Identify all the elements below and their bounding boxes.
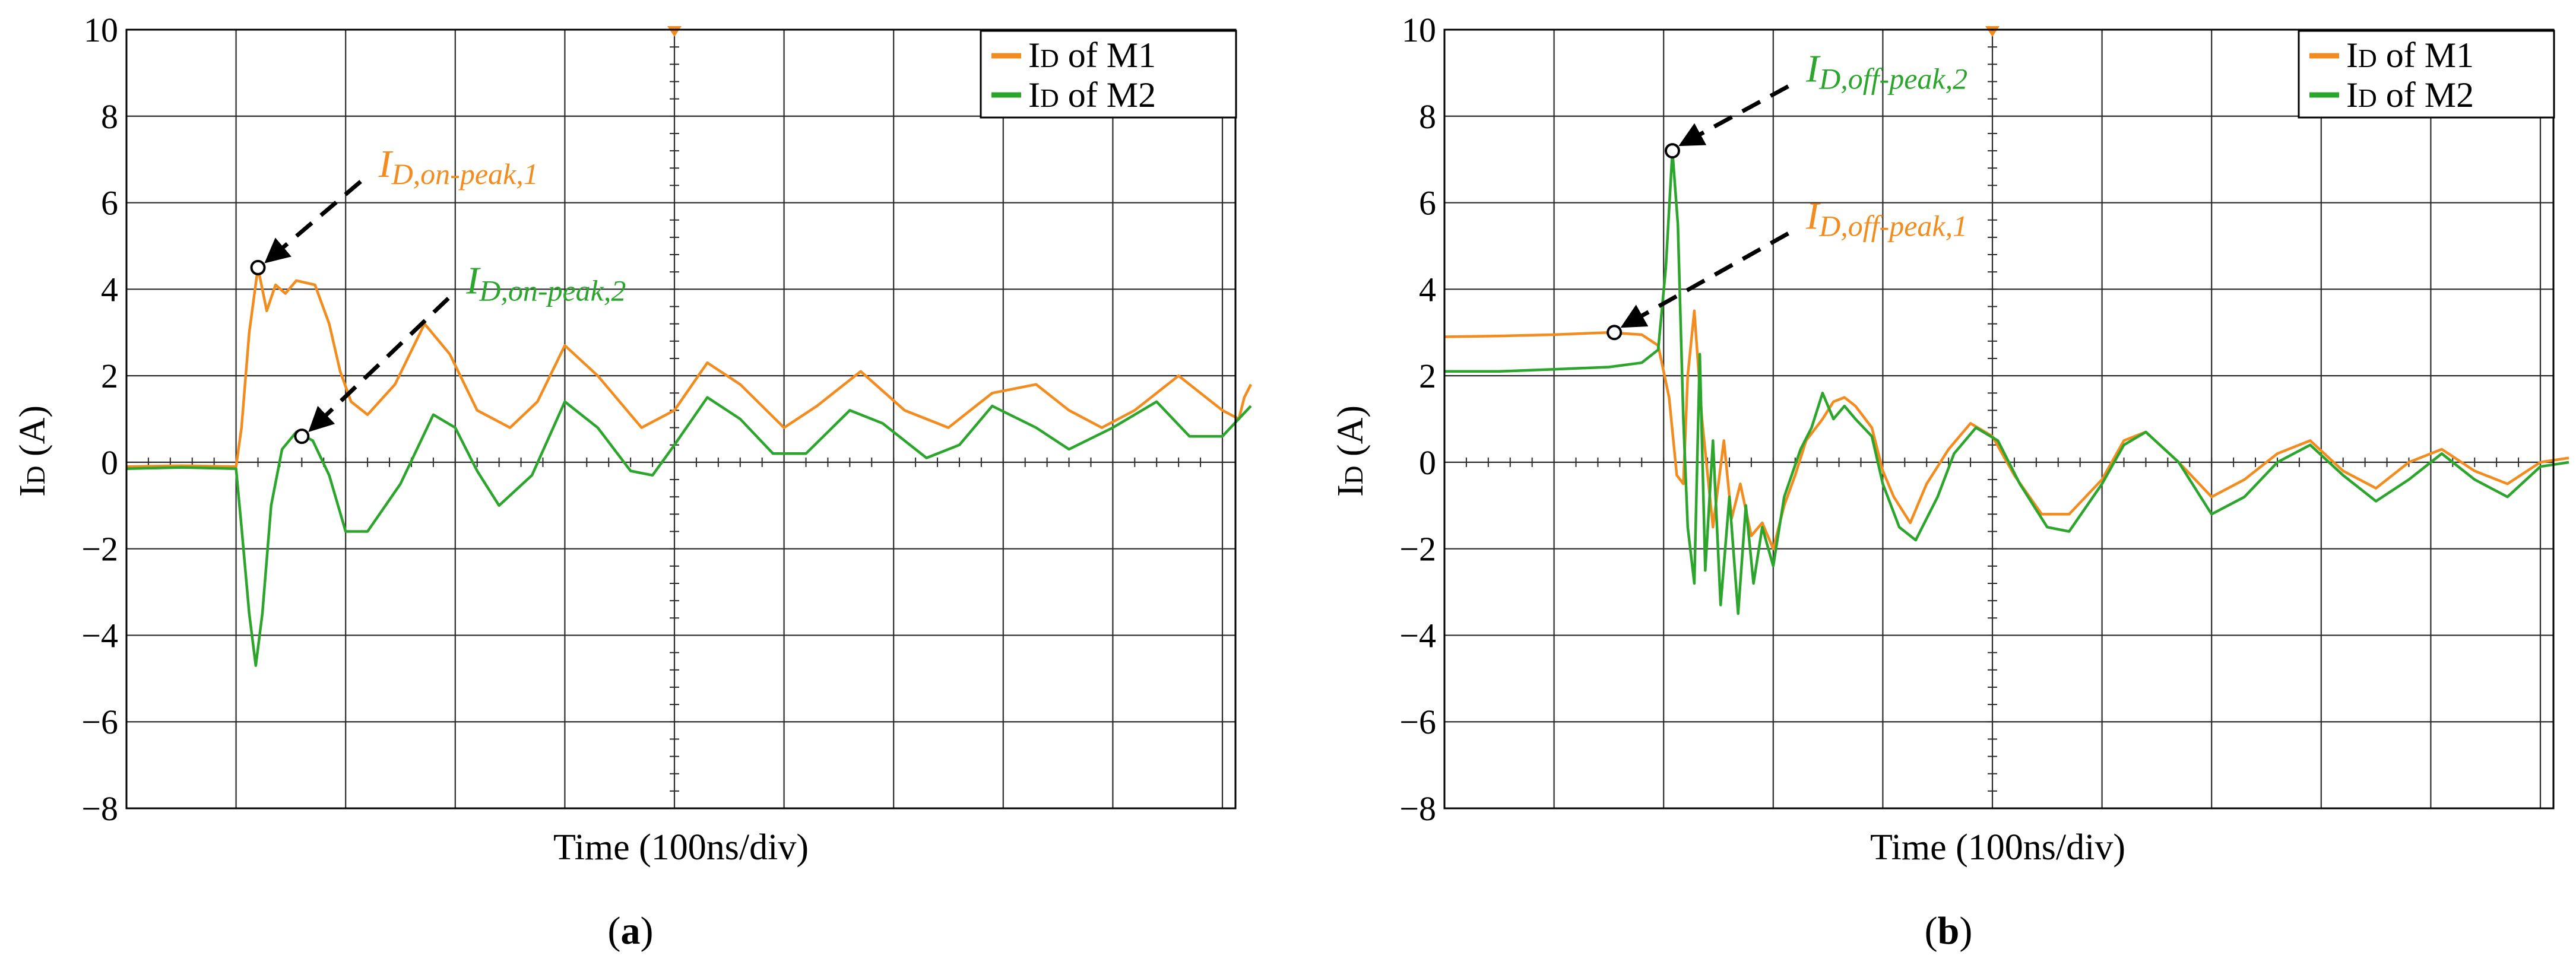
y-tick-labels-a: −8 −6 −4 −2 0 2 4 6 8 10 xyxy=(81,11,118,828)
y-tick-label: −6 xyxy=(81,703,118,741)
panel-caption-a: (a) xyxy=(608,909,654,953)
series-line-m2 xyxy=(126,396,1252,667)
caption-letter-b: b xyxy=(1938,909,1960,953)
annotation-arrow xyxy=(264,180,362,264)
y-tick-label: −6 xyxy=(1399,703,1436,741)
legend-box-a xyxy=(980,30,1237,119)
y-tick-label: 6 xyxy=(101,184,118,223)
legend-m2-main-a: I xyxy=(1028,75,1040,115)
y-tick-label: 4 xyxy=(101,270,118,309)
y-tick-label: 2 xyxy=(1419,357,1436,395)
annotation-label: ID,off-peak,2 xyxy=(1805,47,1967,95)
series-line-m1 xyxy=(126,266,1253,468)
trigger-marker xyxy=(1985,26,2000,37)
y-tick-label: 8 xyxy=(1419,97,1436,136)
caption-close-b: ) xyxy=(1959,909,1972,953)
caption-open-a: ( xyxy=(608,909,621,953)
series-layer-b xyxy=(1444,149,2569,615)
y-axis-label-rest-b: (A) xyxy=(1330,405,1371,466)
annotation-main: I xyxy=(465,259,481,303)
peak-marker xyxy=(294,428,310,445)
grid-a xyxy=(126,26,1235,809)
annotation-sub: D,on-peak,1 xyxy=(391,157,538,191)
legend-m1-sub-b: D xyxy=(2358,44,2377,73)
y-tick-label: −2 xyxy=(81,530,118,569)
caption-close-a: ) xyxy=(641,909,654,953)
grid-b xyxy=(1444,26,2553,809)
series-layer-a xyxy=(126,266,1253,667)
legend-entry-m2-a: ID of M2 xyxy=(1028,75,1156,115)
legend-entry-m1-a: ID of M1 xyxy=(1028,36,1156,75)
y-axis-label-sub-b: D xyxy=(1339,466,1368,485)
legend-m2-sub-a: D xyxy=(1040,84,1059,113)
y-tick-label: −8 xyxy=(1399,789,1436,828)
y-tick-label: 6 xyxy=(1419,184,1436,223)
series-line-m1 xyxy=(1444,309,2569,550)
y-axis-label-b: ID (A) xyxy=(1330,405,1371,497)
peak-marker xyxy=(250,259,266,275)
legend-m1-rest-b: of M1 xyxy=(2377,36,2474,75)
y-tick-label: 10 xyxy=(84,11,118,49)
legend-m2-rest-a: of M2 xyxy=(1059,75,1156,115)
plot-frame-b xyxy=(1443,28,2555,810)
trigger-marker xyxy=(667,26,682,37)
y-tick-label: −4 xyxy=(1399,616,1436,655)
legend-m1-sub-a: D xyxy=(1040,44,1059,73)
legend-entry-m2-b: ID of M2 xyxy=(2346,75,2474,115)
y-axis-label-a: ID (A) xyxy=(12,405,53,497)
x-axis-label-a: Time (100ns/div) xyxy=(553,827,809,868)
y-axis-label-rest-a: (A) xyxy=(12,405,53,466)
peak-marker xyxy=(1664,143,1680,159)
annotation-sub: D,on-peak,2 xyxy=(479,274,626,307)
legend-b: ID of M1 ID of M2 xyxy=(2298,30,2555,119)
legend-m1-main-a: I xyxy=(1028,36,1040,75)
legend-box-b xyxy=(2298,30,2555,119)
annotation-sub: D,off-peak,2 xyxy=(1818,62,1967,95)
y-tick-label: 0 xyxy=(1419,443,1436,482)
y-tick-label: −2 xyxy=(1399,530,1436,569)
y-axis-label-main-b: I xyxy=(1330,484,1371,497)
legend-entry-m1-b: ID of M1 xyxy=(2346,36,2474,75)
annotation-label: ID,on-peak,1 xyxy=(378,142,538,191)
panel-caption-b: (b) xyxy=(1925,909,1973,953)
series-line-m2 xyxy=(1444,149,2569,615)
legend-a: ID of M1 ID of M2 xyxy=(980,30,1237,119)
caption-letter-a: a xyxy=(621,909,641,953)
annotation-main: I xyxy=(1805,194,1821,237)
annotation-arrow xyxy=(308,297,450,433)
annotations-a: ID,on-peak,1ID,on-peak,2 xyxy=(250,142,626,445)
caption-open-b: ( xyxy=(1925,909,1938,953)
annotation-main: I xyxy=(378,142,394,186)
legend-m2-main-b: I xyxy=(2346,75,2358,115)
plot-frame-a xyxy=(125,28,1237,810)
legend-m2-rest-b: of M2 xyxy=(2377,75,2474,115)
y-tick-label: 4 xyxy=(1419,270,1436,309)
y-tick-label: 0 xyxy=(101,443,118,482)
x-axis-label-b: Time (100ns/div) xyxy=(1870,827,2125,868)
legend-m1-rest-a: of M1 xyxy=(1059,36,1156,75)
annotation-label: ID,on-peak,2 xyxy=(465,259,626,307)
y-tick-label: −8 xyxy=(81,789,118,828)
y-tick-label: 10 xyxy=(1402,11,1436,49)
y-tick-label: 8 xyxy=(101,97,118,136)
annotations-b: ID,off-peak,2ID,off-peak,1 xyxy=(1607,47,1967,341)
annotation-sub: D,off-peak,1 xyxy=(1818,209,1967,242)
y-axis-label-main-a: I xyxy=(12,484,53,497)
legend-m1-main-b: I xyxy=(2346,36,2358,75)
y-tick-labels-b: −8 −6 −4 −2 0 2 4 6 8 10 xyxy=(1399,11,1436,828)
annotation-arrow xyxy=(1620,231,1789,329)
y-tick-label: −4 xyxy=(81,616,118,655)
y-tick-label: 2 xyxy=(101,357,118,395)
annotation-main: I xyxy=(1805,47,1821,90)
peak-marker xyxy=(1607,325,1623,341)
y-axis-label-sub-a: D xyxy=(21,466,50,485)
annotation-arrow xyxy=(1678,84,1789,147)
annotation-label: ID,off-peak,1 xyxy=(1805,194,1967,242)
legend-m2-sub-b: D xyxy=(2358,84,2377,113)
